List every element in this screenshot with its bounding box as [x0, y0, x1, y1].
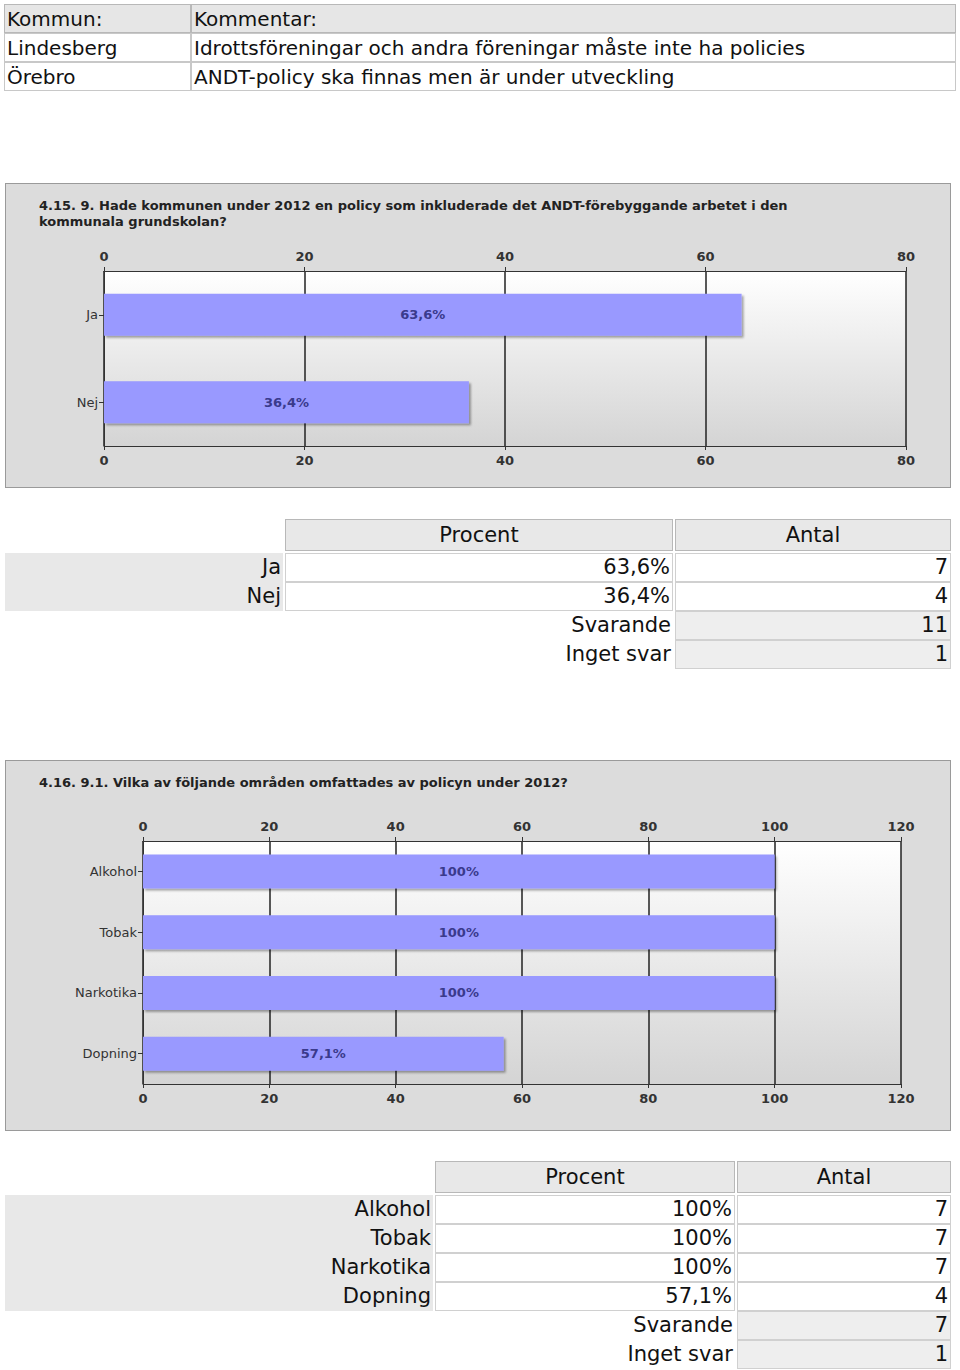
html-text:57,1%: 57,1% — [665, 1284, 732, 1308]
svg-text:40: 40 — [496, 453, 514, 468]
html-text:Lindesberg: Lindesberg — [7, 35, 118, 60]
svg-text:80: 80 — [639, 819, 657, 834]
svg-text:60: 60 — [513, 819, 531, 834]
svg-text:100%: 100% — [439, 985, 479, 1000]
svg-text:60: 60 — [696, 453, 714, 468]
svg-text:Tobak: Tobak — [99, 925, 138, 940]
svg-text:80: 80 — [639, 1091, 657, 1106]
html-text:ANDT-policy ska finnas men är: ANDT-policy ska finnas men är under utve… — [194, 64, 675, 89]
html-text:7: 7 — [934, 1313, 948, 1337]
svg-text:20: 20 — [260, 819, 278, 834]
svg-text:4.15. 9. Hade kommunen under 2: 4.15. 9. Hade kommunen under 2012 en pol… — [39, 198, 792, 213]
svg-text:0: 0 — [99, 453, 108, 468]
html-text:7: 7 — [934, 555, 948, 579]
svg-text:20: 20 — [260, 1091, 278, 1106]
html-text:Svarande: Svarande — [633, 1313, 733, 1337]
html-text:Narkotika: Narkotika — [330, 1255, 431, 1279]
html-text:Procent: Procent — [545, 1164, 625, 1189]
html-text:4: 4 — [934, 1284, 948, 1308]
html-text:1: 1 — [934, 1342, 948, 1366]
html-text:Idrottsföreningar och andra fö: Idrottsföreningar och andra föreningar m… — [194, 35, 806, 60]
svg-text:Narkotika: Narkotika — [75, 985, 137, 1000]
svg-text:4.16. 9.1. Vilka av följande o: 4.16. 9.1. Vilka av följande områden omf… — [39, 775, 568, 790]
svg-text:100: 100 — [761, 1091, 788, 1106]
svg-text:100%: 100% — [439, 925, 479, 940]
svg-text:80: 80 — [897, 249, 915, 264]
svg-text:120: 120 — [887, 1091, 914, 1106]
html-text:36,4%: 36,4% — [603, 584, 670, 608]
html-text:Kommun:: Kommun: — [7, 6, 103, 31]
html-text:Svarande: Svarande — [571, 613, 671, 637]
html-text:100%: 100% — [672, 1255, 732, 1279]
html-text:Procent: Procent — [439, 522, 519, 547]
svg-text:60: 60 — [513, 1091, 531, 1106]
html-text:Örebro: Örebro — [7, 64, 76, 89]
svg-text:80: 80 — [897, 453, 915, 468]
html-text:Dopning: Dopning — [342, 1284, 431, 1308]
svg-text:40: 40 — [496, 249, 514, 264]
svg-text:Ja: Ja — [85, 307, 98, 322]
svg-text:120: 120 — [887, 819, 914, 834]
svg-text:100: 100 — [761, 819, 788, 834]
html-text:Kommentar:: Kommentar: — [194, 6, 317, 31]
svg-text:0: 0 — [99, 249, 108, 264]
html-text:7: 7 — [934, 1226, 948, 1250]
html-text:Nej: Nej — [246, 584, 281, 608]
svg-text:Dopning: Dopning — [82, 1046, 137, 1061]
svg-text:57,1%: 57,1% — [301, 1046, 346, 1061]
html-text:7: 7 — [934, 1197, 948, 1221]
html-text:11: 11 — [921, 613, 948, 637]
svg-text:100%: 100% — [439, 864, 479, 879]
html-text:Tobak: Tobak — [370, 1226, 431, 1250]
svg-text:63,6%: 63,6% — [400, 307, 445, 322]
html-text:100%: 100% — [672, 1226, 732, 1250]
svg-text:0: 0 — [138, 1091, 147, 1106]
html-text:4: 4 — [934, 584, 948, 608]
html-text:Antal: Antal — [816, 1164, 872, 1189]
html-text:7: 7 — [934, 1255, 948, 1279]
svg-text:0: 0 — [138, 819, 147, 834]
svg-text:36,4%: 36,4% — [264, 395, 309, 410]
html-text:Ja: Ja — [261, 555, 281, 579]
html-text:Alkohol: Alkohol — [354, 1197, 431, 1221]
svg-text:40: 40 — [387, 1091, 405, 1106]
html-text:100%: 100% — [672, 1197, 732, 1221]
html-text:63,6%: 63,6% — [603, 555, 670, 579]
html-text:Inget svar: Inget svar — [565, 642, 671, 666]
svg-text:60: 60 — [696, 249, 714, 264]
svg-text:Alkohol: Alkohol — [90, 864, 137, 879]
html-text:Antal: Antal — [785, 522, 841, 547]
html-text:1: 1 — [934, 642, 948, 666]
svg-text:40: 40 — [387, 819, 405, 834]
html-text:Inget svar: Inget svar — [627, 1342, 733, 1366]
svg-text:20: 20 — [295, 249, 313, 264]
svg-text:kommunala grundskolan?: kommunala grundskolan? — [39, 214, 227, 229]
svg-text:20: 20 — [295, 453, 313, 468]
svg-text:Nej: Nej — [77, 395, 98, 410]
